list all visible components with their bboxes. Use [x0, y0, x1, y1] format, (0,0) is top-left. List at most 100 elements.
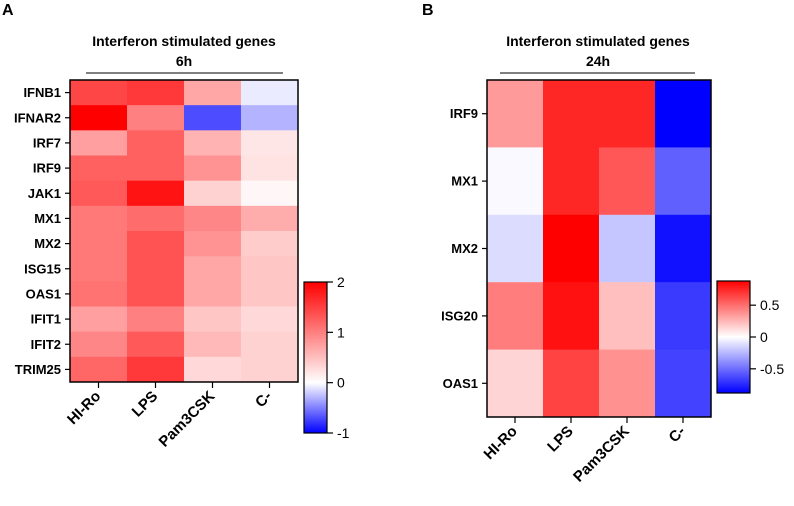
row-label: IFNAR2	[14, 110, 61, 125]
heatmap-a-cell	[184, 180, 242, 207]
heatmap-a-cell	[241, 105, 299, 131]
heatmap-a-cell	[184, 105, 242, 131]
heatmap-a-cell	[184, 331, 242, 358]
heatmap-a-cell	[127, 356, 185, 383]
heatmap-a-cell	[70, 180, 128, 207]
row-label: ISG15	[24, 261, 61, 276]
panel-a: A Interferon stimulated genes 6h IFNB1IF…	[2, 2, 350, 451]
column-label: C-	[666, 423, 689, 446]
heatmap-a-cell	[184, 306, 242, 333]
row-label: MX1	[34, 211, 61, 226]
colorbar-tick-label: 0	[760, 329, 768, 345]
panel-b: B Interferon stimulated genes 24h IRF9 MX…	[422, 2, 784, 486]
heatmap-b-cell	[655, 214, 712, 283]
panel-a-title: Interferon stimulated genes	[92, 33, 276, 49]
colorbar-a-gradient	[303, 281, 328, 434]
row-label: IRF9	[450, 106, 478, 121]
row-label: OAS1	[26, 286, 61, 301]
panel-b-subtitle: 24h	[586, 53, 610, 69]
heatmap-a-cell	[127, 231, 185, 257]
panel-a-label: A	[2, 2, 14, 19]
panel-b-title: Interferon stimulated genes	[506, 33, 690, 49]
heatmap-b-cell	[487, 282, 544, 350]
row-label: MX2	[451, 241, 478, 256]
heatmap-b-cell	[487, 214, 544, 283]
heatmap-b-cell	[655, 349, 712, 418]
row-label: MX2	[34, 236, 61, 251]
heatmap-a-cell	[70, 331, 128, 358]
heatmap-b-cells	[487, 80, 712, 418]
heatmap-b-cell	[599, 80, 656, 148]
heatmap-a-cell	[184, 205, 242, 232]
heatmap-a-cell	[127, 256, 185, 282]
heatmap-a-cell	[241, 155, 299, 182]
heatmap-a-cell	[70, 231, 128, 257]
heatmap-a-cell	[127, 130, 185, 156]
row-label: IFIT2	[31, 337, 61, 352]
row-label: IFIT1	[31, 312, 61, 327]
colorbar-b-ticks: 0.5 0 -0.5	[750, 297, 784, 377]
row-label: OAS1	[443, 376, 478, 391]
column-label: HI-Ro	[481, 423, 521, 463]
heatmap-b-cell	[543, 214, 600, 283]
heatmap-b-cell	[487, 80, 544, 148]
heatmap-a-cell	[70, 130, 128, 156]
heatmap-b-cell	[487, 147, 544, 216]
heatmap-a-cell	[70, 256, 128, 282]
heatmap-a-cell	[70, 281, 128, 307]
heatmap-a-cell	[184, 256, 242, 282]
heatmap-b-cell	[599, 282, 656, 350]
column-label: Pam3CSK	[570, 423, 633, 486]
heatmap-a-cell	[241, 256, 299, 282]
row-label: MX1	[451, 174, 478, 189]
column-label: LPS	[544, 423, 577, 456]
row-label: IFNB1	[23, 85, 61, 100]
heatmap-b-cell	[655, 147, 712, 216]
row-label: IRF9	[33, 161, 61, 176]
heatmap-a-cell	[127, 306, 185, 333]
heatmap-b-frame	[486, 79, 712, 418]
row-label: JAK1	[28, 186, 61, 201]
heatmap-b-cell	[543, 80, 600, 148]
colorbar-tick-label: 0	[337, 375, 345, 391]
colorbar-tick-label: -1	[337, 425, 350, 441]
heatmap-b-cell	[655, 282, 712, 350]
heatmap-b-cell	[487, 349, 544, 418]
heatmap-a-cell	[127, 281, 185, 307]
heatmap-a-cell	[241, 130, 299, 156]
column-label: C-	[252, 388, 275, 411]
heatmap-a-cell	[70, 155, 128, 182]
heatmap-a-cell	[70, 356, 128, 383]
heatmap-b-cell	[543, 147, 600, 216]
heatmap-a-cell	[127, 331, 185, 358]
row-label: IRF7	[33, 135, 61, 150]
colorbar-a: -1 0 1 2	[303, 274, 350, 441]
heatmap-a-cell	[127, 180, 185, 207]
heatmap-b-cell	[599, 214, 656, 283]
colorbar-tick-label: 0.5	[760, 297, 780, 313]
heatmap-b-cell	[599, 349, 656, 418]
row-label: ISG20	[441, 308, 478, 323]
heatmap-a-cell	[184, 281, 242, 307]
colorbar-tick-label: 2	[337, 274, 345, 290]
heatmap-a-cell	[241, 231, 299, 257]
colorbar-a-ticks: -1 0 1 2	[327, 274, 350, 441]
heatmap-a-cell	[127, 155, 185, 182]
heatmap-a-frame	[69, 79, 299, 383]
heatmap-a-cell	[184, 130, 242, 156]
column-label: LPS	[129, 388, 162, 421]
heatmap-a-cell	[70, 306, 128, 333]
heatmap-a-cell	[241, 331, 299, 358]
heatmap-a-cell	[70, 80, 128, 106]
heatmap-a-cell	[184, 80, 242, 106]
heatmap-b-cell	[543, 349, 600, 418]
heatmap-a-cell	[127, 205, 185, 232]
heatmap-a-cell	[241, 180, 299, 207]
colorbar-b: 0.5 0 -0.5	[716, 280, 784, 394]
row-label: TRIM25	[15, 362, 61, 377]
heatmap-a-cell	[184, 356, 242, 383]
column-label: HI-Ro	[64, 388, 104, 428]
heatmap-a-cell	[184, 155, 242, 182]
